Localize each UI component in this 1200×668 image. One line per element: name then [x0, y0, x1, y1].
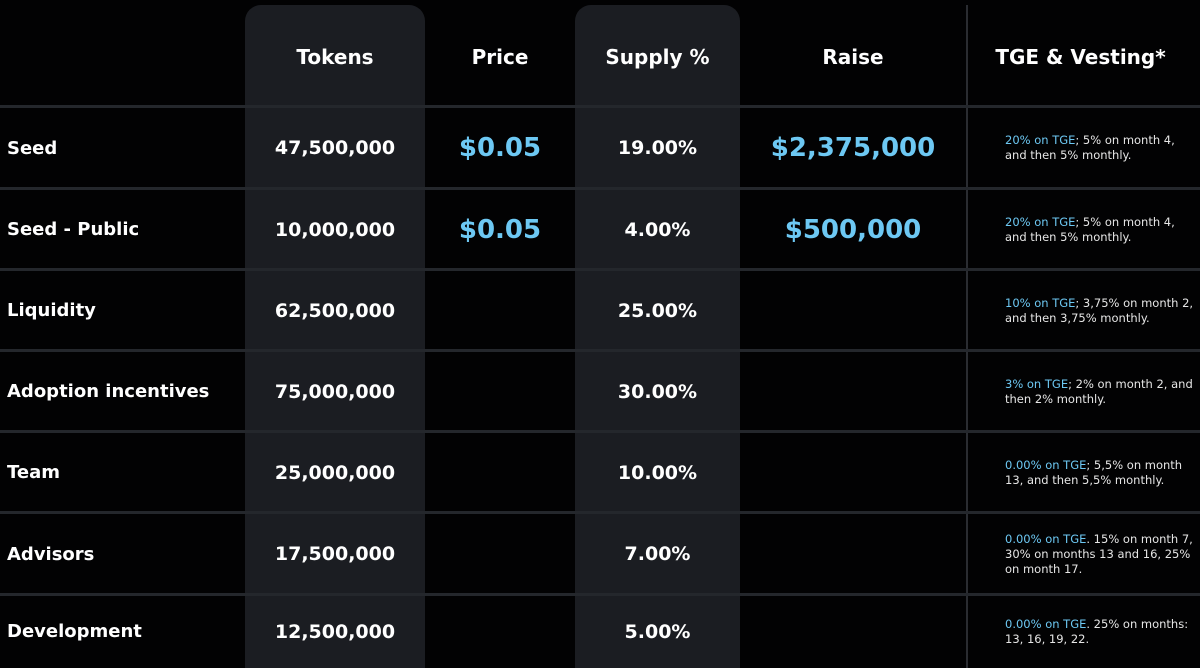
row-supply: 7.00%	[624, 543, 691, 565]
vesting-tge: 20% on TGE	[1005, 214, 1076, 229]
row-label: Seed	[7, 137, 58, 159]
row-vesting: 10% on TGE; 3,75% on month 2, and then 3…	[1005, 270, 1195, 351]
table-header: Tokens Price Supply % Raise TGE & Vestin…	[0, 0, 1200, 107]
row-vesting: 0.00% on TGE. 25% on months: 13, 16, 19,…	[1005, 595, 1195, 668]
supply-column-panel	[575, 5, 740, 668]
row-supply: 5.00%	[624, 620, 691, 643]
row-divider	[0, 105, 1200, 108]
vesting-schedule: ; 5% on month 4, and then 5% monthly.	[1005, 133, 1175, 162]
row-tokens: 75,000,000	[274, 380, 396, 403]
row-raise	[740, 432, 966, 513]
row-divider	[0, 511, 1200, 514]
vesting-schedule: ; 5% on month 4, and then 5% monthly.	[1005, 214, 1175, 244]
row-tokens: 62,500,000	[274, 299, 396, 322]
row-price: $0.05	[458, 133, 542, 163]
row-tokens: 10,000,000	[274, 218, 396, 241]
row-tokens: 17,500,000	[274, 543, 396, 565]
table-row: Adoption incentives 75,000,000 30.00% 3% on…	[0, 351, 1200, 432]
row-vesting: 3% on TGE; 2% on month 2, and then 2% mo…	[1005, 351, 1195, 432]
vesting-schedule: ; 5,5% on month 13, and then 5,5% monthl…	[1005, 457, 1183, 487]
row-tokens: 12,500,000	[274, 620, 396, 643]
row-divider	[0, 349, 1200, 352]
row-raise: $500,000	[784, 214, 922, 245]
tokens-column-panel	[245, 5, 425, 668]
row-supply: 30.00%	[617, 380, 698, 403]
header-price: Price	[471, 45, 529, 69]
vesting-tge: 0.00% on TGE	[1005, 616, 1087, 631]
vesting-tge: 0.00% on TGE	[1005, 531, 1087, 546]
row-price	[425, 513, 575, 595]
table-row: Team 25,000,000 10.00% 0.00% on TGE; 5,5% o…	[0, 432, 1200, 513]
table-row: Seed - Public 10,000,000 $0.05 4.00% $500,00…	[0, 189, 1200, 270]
vesting-tge: 20% on TGE	[1005, 133, 1076, 147]
row-tokens: 25,000,000	[274, 461, 396, 484]
row-label: Seed - Public	[7, 219, 140, 240]
table-row: Development 12,500,000 5.00% 0.00% on TGE. …	[0, 595, 1200, 668]
row-tokens: 47,500,000	[274, 137, 396, 159]
row-vesting: 0.00% on TGE; 5,5% on month 13, and then…	[1005, 432, 1195, 513]
header-vesting: TGE & Vesting*	[995, 45, 1166, 69]
row-price: $0.05	[458, 214, 542, 245]
row-price	[425, 595, 575, 668]
header-supply: Supply %	[605, 45, 710, 69]
row-raise	[740, 270, 966, 351]
vesting-column-divider	[966, 5, 968, 668]
row-vesting: 0.00% on TGE. 15% on month 7, 30% on mon…	[1005, 513, 1195, 595]
row-price	[425, 270, 575, 351]
row-label: Team	[7, 462, 60, 483]
row-raise	[740, 595, 966, 668]
table-row: Seed 47,500,000 $0.05 19.00% $2,375,000 20% o…	[0, 107, 1200, 189]
row-supply: 25.00%	[617, 299, 698, 322]
header-tokens: Tokens	[296, 45, 374, 69]
row-label: Advisors	[7, 543, 95, 565]
table-row: Liquidity 62,500,000 25.00% 10% on TGE; 3,7…	[0, 270, 1200, 351]
row-supply: 10.00%	[617, 461, 698, 484]
vesting-schedule: ; 2% on month 2, and then 2% monthly.	[1005, 376, 1193, 406]
vesting-tge: 10% on TGE	[1005, 295, 1076, 310]
row-price	[425, 432, 575, 513]
vesting-schedule: . 15% on month 7, 30% on months 13 and 1…	[1005, 531, 1193, 576]
row-divider	[0, 268, 1200, 271]
row-label: Adoption incentives	[7, 381, 210, 402]
row-divider	[0, 187, 1200, 190]
vesting-schedule: . 25% on months: 13, 16, 19, 22.	[1005, 616, 1189, 646]
row-divider	[0, 430, 1200, 433]
vesting-schedule: ; 3,75% on month 2, and then 3,75% month…	[1005, 295, 1194, 325]
row-divider	[0, 593, 1200, 596]
row-raise	[740, 513, 966, 595]
row-raise	[740, 351, 966, 432]
vesting-tge: 3% on TGE	[1005, 376, 1069, 391]
row-label: Liquidity	[7, 300, 96, 321]
header-raise: Raise	[822, 45, 884, 69]
vesting-tge: 0.00% on TGE	[1005, 457, 1087, 472]
row-supply: 4.00%	[624, 218, 691, 241]
row-label: Development	[7, 621, 142, 642]
table-row: Advisors 17,500,000 7.00% 0.00% on TGE. 15%…	[0, 513, 1200, 595]
row-raise: $2,375,000	[770, 133, 936, 163]
row-price	[425, 351, 575, 432]
row-supply: 19.00%	[617, 137, 698, 159]
row-vesting: 20% on TGE; 5% on month 4, and then 5% m…	[1005, 107, 1195, 189]
row-vesting: 20% on TGE; 5% on month 4, and then 5% m…	[1005, 189, 1195, 270]
